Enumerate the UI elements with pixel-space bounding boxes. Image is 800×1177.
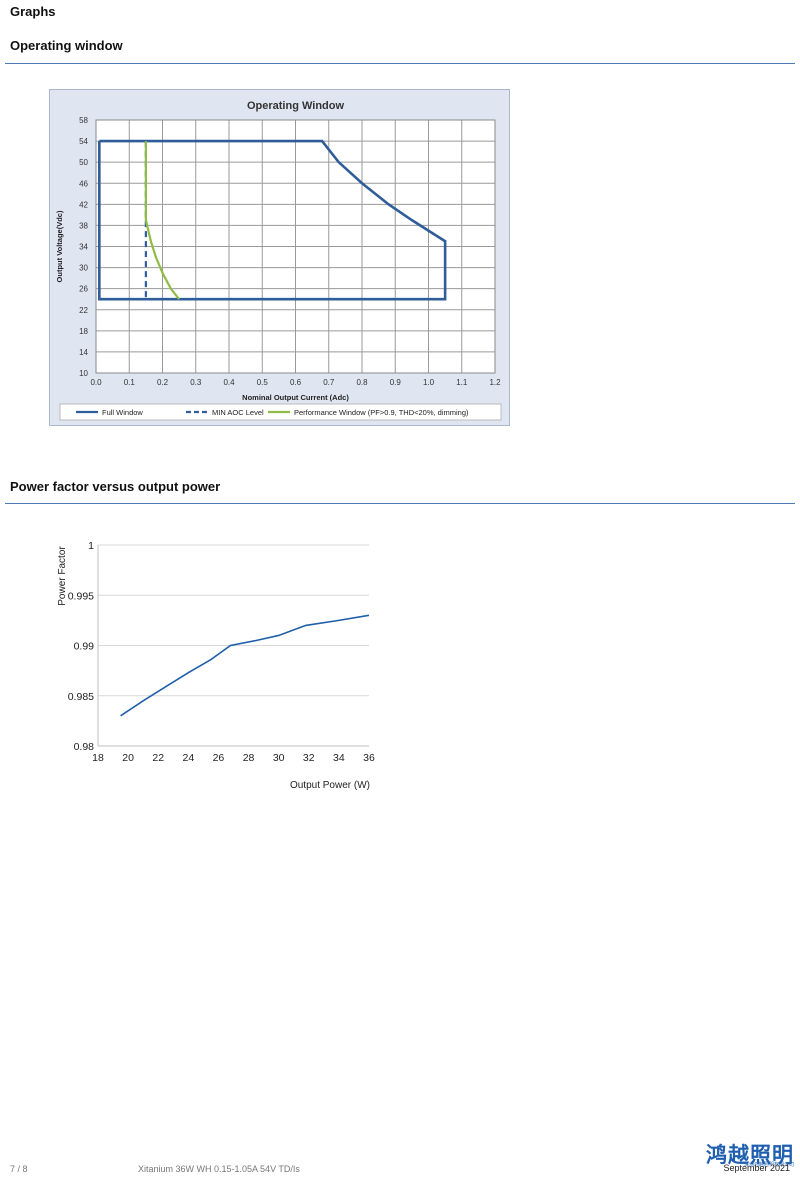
x-tick-label: 1.2: [489, 378, 501, 387]
y-tick-label: 0.99: [74, 641, 95, 653]
x-tick-label: 0.1: [124, 378, 136, 387]
operating-window-chart: Operating Window 0.0 0.1 0.2 0.3 0.4 0.5 0.6 0.7…: [49, 89, 510, 426]
y-tick-label: 38: [79, 221, 88, 230]
legend-label: MIN AOC Level: [212, 408, 264, 417]
section-divider: [5, 63, 795, 64]
x-tick-label: 0.5: [257, 378, 269, 387]
y-tick-label: 1: [88, 540, 94, 552]
x-tick-label: 24: [182, 752, 194, 764]
x-tick-label: 28: [243, 752, 255, 764]
footer-page-number: 7 / 8: [10, 1164, 28, 1174]
x-axis-label: Output Power (W): [290, 780, 370, 791]
footer-date: September 2021: [723, 1163, 790, 1173]
y-tick-label: 30: [79, 264, 88, 273]
x-axis-label: Nominal Output Current (Adc): [242, 393, 349, 402]
y-tick-label: 18: [79, 327, 88, 336]
x-tick-label: 34: [333, 752, 345, 764]
footer-product-name: Xitanium 36W WH 0.15-1.05A 54V TD/Is: [138, 1164, 300, 1174]
section-title-operating-window: Operating window: [10, 38, 123, 53]
x-tick-label: 0.8: [356, 378, 368, 387]
y-tick-label: 58: [79, 116, 88, 125]
page-heading: Graphs: [10, 4, 56, 19]
x-tick-label: 36: [363, 752, 375, 764]
x-tick-label: 32: [303, 752, 315, 764]
x-tick-label: 0.6: [290, 378, 302, 387]
series-line: [120, 614, 370, 717]
section-divider: [5, 503, 795, 504]
series-line: [98, 139, 447, 301]
y-tick-label: 26: [79, 285, 88, 294]
x-tick-label: 20: [122, 752, 134, 764]
y-axis-label: Power Factor: [57, 546, 68, 606]
x-tick-label: 26: [213, 752, 225, 764]
plot-border: [95, 119, 496, 374]
x-tick-label: 0.4: [223, 378, 235, 387]
legend-label: Performance Window (PF>0.9, THD<20%, dim…: [294, 408, 469, 417]
y-tick-label: 0.995: [68, 590, 94, 602]
section-title-power-factor: Power factor versus output power: [10, 479, 221, 494]
operating-window-svg: Operating Window 0.0 0.1 0.2 0.3 0.4 0.5 0.6 0.7…: [55, 100, 502, 421]
y-tick-label: 0.985: [68, 691, 94, 703]
y-tick-label: 22: [79, 306, 88, 315]
company-logo: 鸿越照明 深圳鸿越照明有限公司: [706, 1143, 794, 1168]
x-tick-label: 22: [152, 752, 164, 764]
logo-text: 鸿越照明: [706, 1143, 794, 1167]
x-tick-label: 30: [273, 752, 285, 764]
y-tick-label: 46: [79, 179, 88, 188]
y-tick-label: 54: [79, 137, 88, 146]
x-tick-label: 0.7: [323, 378, 335, 387]
y-tick-label: 14: [79, 348, 88, 357]
x-tick-label: 1.1: [456, 378, 468, 387]
x-tick-label: 0.9: [390, 378, 402, 387]
series-line: [144, 141, 180, 300]
x-tick-label: 0.0: [90, 378, 102, 387]
y-tick-label: 42: [79, 200, 88, 209]
x-tick-label: 18: [92, 752, 104, 764]
x-tick-label: 1.0: [423, 378, 435, 387]
y-tick-label: 10: [79, 369, 88, 378]
logo-subtext: 深圳鸿越照明有限公司: [743, 1162, 794, 1168]
y-axis-label: Output Voltage(Vdc): [55, 210, 64, 282]
x-tick-label: 0.3: [190, 378, 202, 387]
power-factor-chart: 0.98 0.985 0.99 0.995 1 18 20 22 24 26 28 30 32 34 36 O…: [57, 540, 375, 791]
legend-label: Full Window: [102, 408, 143, 417]
y-tick-label: 50: [79, 158, 88, 167]
chart-title: Operating Window: [247, 100, 345, 112]
x-tick-label: 0.2: [157, 378, 169, 387]
y-tick-label: 34: [79, 243, 88, 252]
y-tick-label: 0.98: [74, 741, 95, 753]
